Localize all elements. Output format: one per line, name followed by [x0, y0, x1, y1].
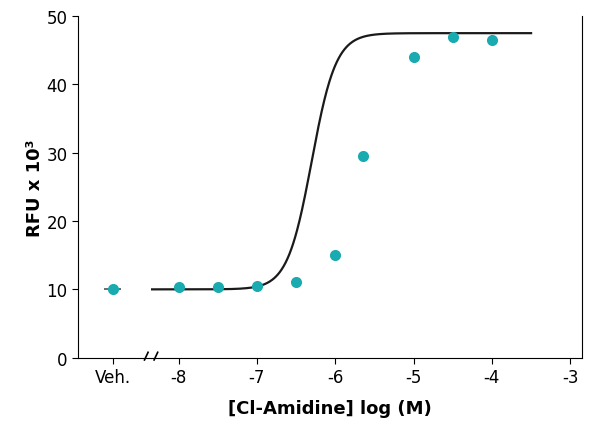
- Text: [Cl-Amidine] log (M): [Cl-Amidine] log (M): [228, 400, 432, 417]
- Y-axis label: RFU x 10³: RFU x 10³: [26, 139, 44, 236]
